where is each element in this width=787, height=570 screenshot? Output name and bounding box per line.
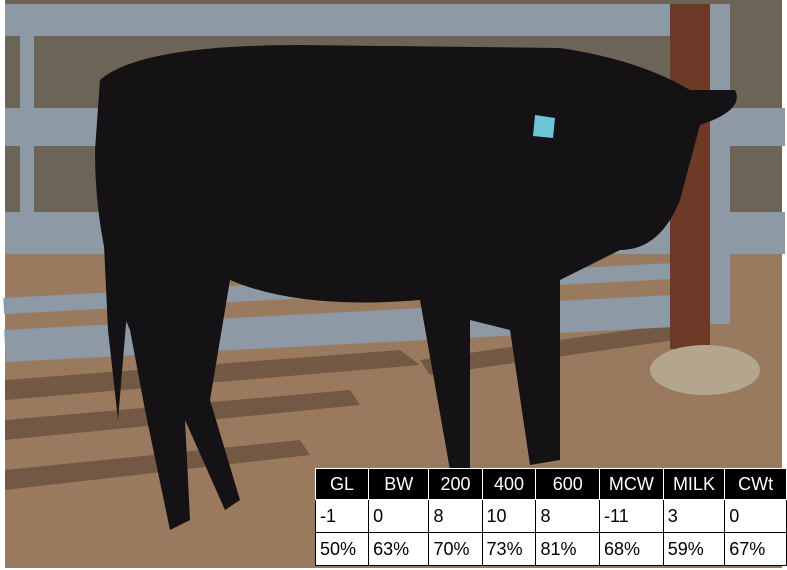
table-cell: GL: [316, 469, 369, 500]
table-cell: 3: [663, 500, 724, 533]
table-cell: 200: [429, 469, 482, 500]
table-cell: -11: [600, 500, 664, 533]
table-cell: 68%: [600, 533, 664, 566]
table-cell: 400: [482, 469, 536, 500]
table-cell: 8: [429, 500, 482, 533]
table-cell: 600: [536, 469, 600, 500]
table-cell: MCW: [600, 469, 664, 500]
table-cell: 67%: [725, 533, 787, 566]
screenshot: GLBW200400600MCWMILKCWt-108108-113050%63…: [0, 0, 787, 570]
table-cell: 59%: [663, 533, 724, 566]
table-row: 50%63%70%73%81%68%59%67%: [316, 533, 787, 566]
table-cell: 70%: [429, 533, 482, 566]
table-cell: MILK: [663, 469, 724, 500]
table-cell: 0: [725, 500, 787, 533]
table-cell: 81%: [536, 533, 600, 566]
table-cell: 50%: [316, 533, 369, 566]
table-cell: 0: [369, 500, 429, 533]
post-base: [650, 345, 760, 395]
table-cell: 63%: [369, 533, 429, 566]
table-cell: CWt: [725, 469, 787, 500]
table-cell: BW: [369, 469, 429, 500]
table-cell: 8: [536, 500, 600, 533]
table-cell: 10: [482, 500, 536, 533]
table-cell: 73%: [482, 533, 536, 566]
ear-tag: [533, 115, 555, 138]
table-cell: -1: [316, 500, 369, 533]
